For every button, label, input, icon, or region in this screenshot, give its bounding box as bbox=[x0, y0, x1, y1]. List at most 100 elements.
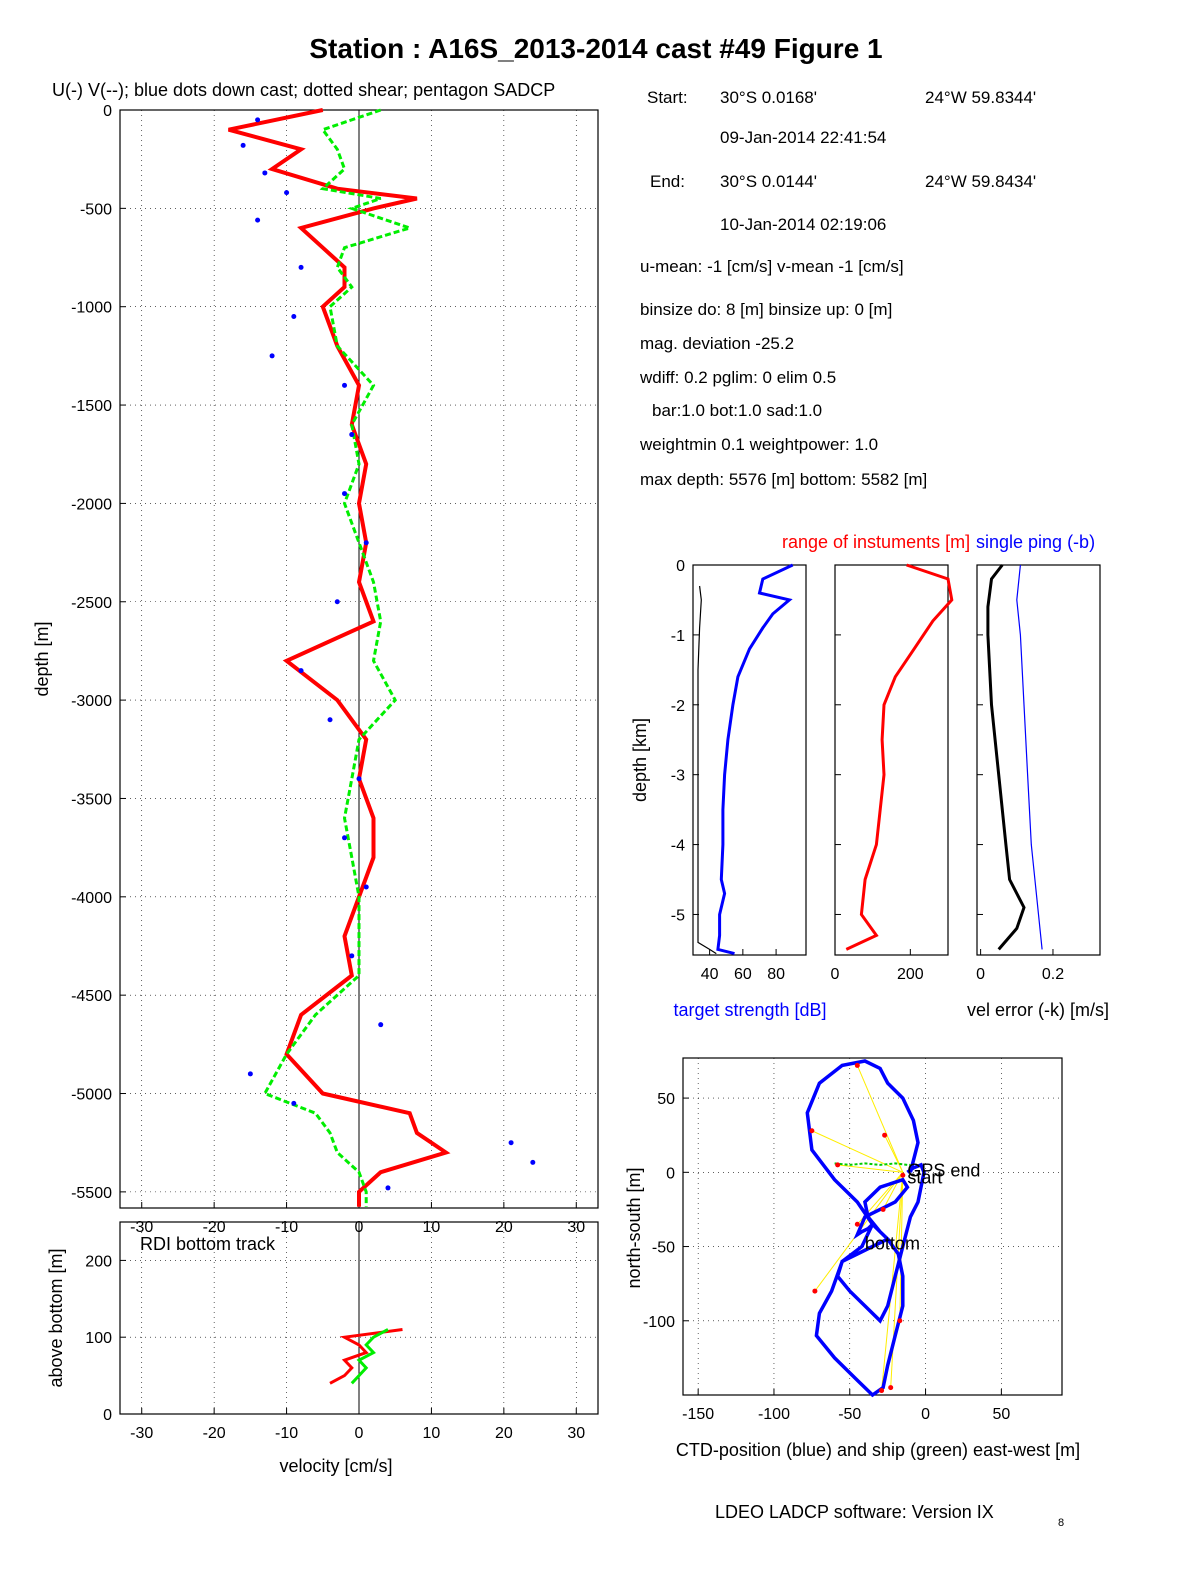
velocity-profile-panel: -30 -20 -10 0 10 20 300-500-1000-1500-2000-250… bbox=[32, 103, 599, 1236]
downcast-dot bbox=[262, 170, 268, 176]
target_strength-frame bbox=[692, 564, 807, 956]
position-xlabel: CTD-position (blue) and ship (green) eas… bbox=[676, 1440, 1080, 1460]
velocity_profile-ytick-label: -500 bbox=[80, 201, 112, 218]
position-xtick-label: 0 bbox=[921, 1406, 930, 1423]
velocity_profile-ytick-label: -5500 bbox=[71, 1185, 112, 1202]
position-waypoint bbox=[880, 1206, 886, 1212]
bottom_track-ytick-label: 200 bbox=[85, 1253, 112, 1270]
target_strength-xtick-label: 60 bbox=[734, 966, 752, 983]
vel_error-frame bbox=[976, 564, 1101, 956]
bottom_track-xtick-label: 10 bbox=[423, 1425, 441, 1442]
instrument_range-range-line bbox=[845, 563, 954, 951]
downcast-dot bbox=[349, 953, 355, 959]
downcast-dot bbox=[342, 382, 348, 388]
velocity_profile-ytick-label: -3500 bbox=[71, 791, 112, 808]
target_strength-ytick-label: -3 bbox=[671, 768, 685, 785]
velocity_profile-ytick-label: -5000 bbox=[71, 1087, 112, 1104]
downcast-dot bbox=[269, 353, 275, 359]
velocity_profile-ytick-label: -2000 bbox=[71, 496, 112, 513]
mag-deviation: mag. deviation -25.2 bbox=[640, 334, 794, 353]
end-time: 10-Jan-2014 02:19:06 bbox=[720, 215, 886, 234]
position-connector bbox=[811, 1130, 904, 1173]
downcast-dot bbox=[363, 884, 369, 890]
u-velocity-line bbox=[228, 108, 451, 1207]
downcast-dot bbox=[342, 835, 348, 841]
velocity_profile-ytick-label: 0 bbox=[103, 103, 112, 120]
position-xtick-label: -100 bbox=[758, 1406, 790, 1423]
target_strength-xtick-label: 80 bbox=[767, 966, 785, 983]
vel_error-err_blue-line bbox=[1016, 564, 1043, 950]
bottom_track-xtick-label: -30 bbox=[130, 1425, 153, 1442]
instrument_range-xtick-label: 0 bbox=[831, 966, 840, 983]
vel-error-panel: 0 0.2 vel error (-k) [m/s] bbox=[967, 564, 1109, 1020]
bottom-track-V-line bbox=[350, 1328, 389, 1385]
position-connector bbox=[882, 1172, 904, 1210]
position-waypoint bbox=[809, 1128, 815, 1134]
target_strength-ytick-label: 0 bbox=[676, 558, 685, 575]
v-velocity-line bbox=[262, 108, 415, 1207]
downcast-dot bbox=[508, 1140, 514, 1146]
position-waypoint bbox=[812, 1288, 818, 1294]
downcast-dot bbox=[284, 190, 290, 196]
vel_error-xtick-label: 0 bbox=[976, 966, 985, 983]
downcast-dot bbox=[247, 1071, 253, 1077]
downcast-dot bbox=[342, 491, 348, 497]
target_strength-xtick-label: 40 bbox=[701, 966, 719, 983]
downcast-dot bbox=[291, 314, 297, 320]
velocity_profile-ytick-label: -1500 bbox=[71, 398, 112, 415]
ship-position-track bbox=[834, 1162, 911, 1166]
downcast-dot bbox=[255, 217, 261, 223]
velocity_profile-ytick-label: -2500 bbox=[71, 595, 112, 612]
bar-bot-sad: bar:1.0 bot:1.0 sad:1.0 bbox=[652, 401, 822, 420]
start-lat: 30°S 0.0168' bbox=[720, 88, 817, 107]
position-waypoint bbox=[879, 1388, 885, 1394]
position-connector bbox=[837, 1164, 903, 1173]
position-ytick-label: 50 bbox=[657, 1091, 675, 1108]
target-strength-panel: 40 60 80 0 -1 -2 -3 -4 -5 depth [km] target streng… bbox=[630, 532, 1095, 1020]
velocity_profile-ytick-label: -1000 bbox=[71, 300, 112, 317]
vel-error-xlabel: vel error (-k) [m/s] bbox=[967, 1000, 1109, 1020]
downcast-dot bbox=[240, 142, 246, 148]
target-strength-ylabel: depth [km] bbox=[630, 718, 650, 802]
end-lon: 24°W 59.8434' bbox=[925, 172, 1036, 191]
downcast-dot bbox=[298, 264, 304, 270]
target_strength-ytick-label: -1 bbox=[671, 628, 685, 645]
velocity_profile-ytick-label: -4500 bbox=[71, 988, 112, 1005]
downcast-dot bbox=[255, 117, 261, 123]
target_strength-ts_black-line bbox=[697, 585, 717, 955]
position-waypoint bbox=[900, 1172, 906, 1178]
downcast-dot bbox=[327, 717, 333, 723]
velocity-ylabel: depth [m] bbox=[32, 621, 52, 696]
top-left-caption: U(-) V(--); blue dots down cast; dotted … bbox=[52, 80, 555, 100]
bottom-track-annotation: RDI bottom track bbox=[140, 1234, 276, 1254]
downcast-dot bbox=[378, 1022, 384, 1028]
downcast-dot bbox=[291, 1100, 297, 1106]
downcast-dot bbox=[530, 1159, 536, 1165]
downcast-dot bbox=[334, 599, 340, 605]
bottom_track-xtick-label: 30 bbox=[567, 1425, 585, 1442]
downcast-dot bbox=[349, 432, 355, 438]
velocity_profile-ytick-label: -3000 bbox=[71, 693, 112, 710]
bottom_track-xtick-label: -20 bbox=[203, 1425, 226, 1442]
vel_error-err_black-line bbox=[986, 564, 1026, 951]
target_strength-ytick-label: -5 bbox=[671, 907, 685, 924]
bottom-track-U-line bbox=[329, 1328, 403, 1385]
position-connector bbox=[884, 1134, 904, 1173]
end-label: End: bbox=[650, 172, 685, 191]
position-waypoint bbox=[854, 1221, 860, 1227]
bottom-track-xlabel: velocity [cm/s] bbox=[279, 1456, 392, 1476]
weight: weightmin 0.1 weightpower: 1.0 bbox=[639, 435, 878, 454]
range-header: range of instuments [m] bbox=[782, 532, 970, 552]
bottom-track-ylabel: above bottom [m] bbox=[46, 1248, 66, 1387]
downcast-dot bbox=[298, 668, 304, 674]
vel_error-xtick-label: 0.2 bbox=[1042, 966, 1064, 983]
start-lon: 24°W 59.8344' bbox=[925, 88, 1036, 107]
instrument-range-panel: 0 200 bbox=[831, 563, 954, 983]
position-waypoint bbox=[888, 1385, 894, 1391]
position-ytick-label: -100 bbox=[643, 1314, 675, 1331]
velocity_profile-ytick-label: -4000 bbox=[71, 890, 112, 907]
position-waypoint bbox=[854, 1062, 860, 1068]
downcast-dot bbox=[363, 540, 369, 546]
